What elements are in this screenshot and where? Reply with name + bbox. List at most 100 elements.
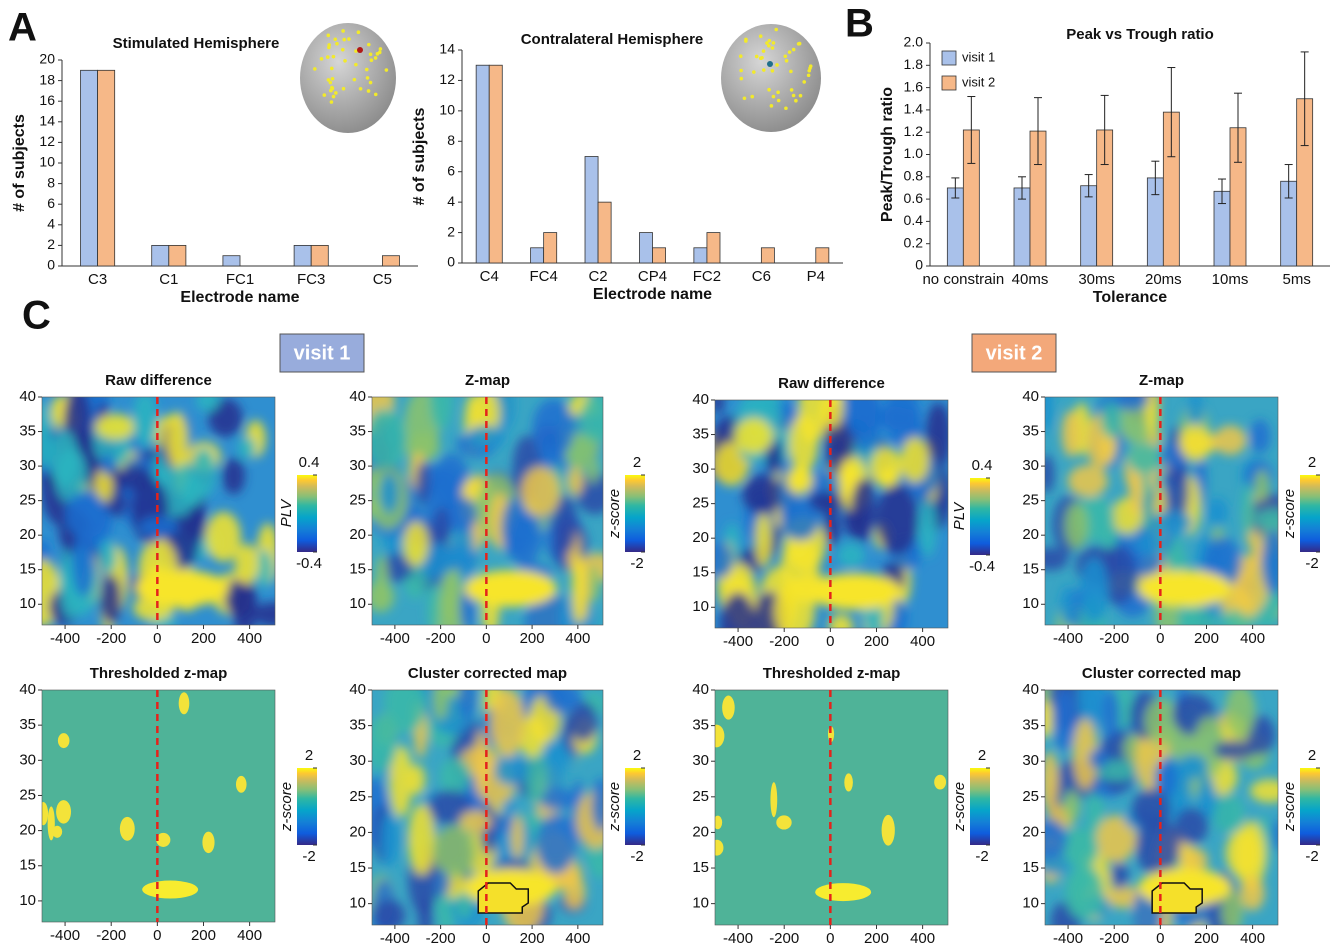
y-tick-label: 15 bbox=[349, 561, 366, 578]
chart-title: Thresholded z-map bbox=[763, 665, 901, 682]
electrode bbox=[323, 93, 327, 97]
y-tick-label: 12 bbox=[39, 133, 55, 149]
colorbar-label: z-score bbox=[606, 782, 623, 832]
electrode bbox=[762, 68, 766, 72]
x-tick-label: 0 bbox=[153, 630, 161, 647]
bar bbox=[1081, 186, 1097, 266]
electrode bbox=[788, 50, 792, 54]
blob bbox=[1127, 442, 1163, 474]
electrode bbox=[792, 48, 796, 52]
blob bbox=[236, 776, 247, 793]
x-tick-label: 400 bbox=[1240, 930, 1265, 946]
electrode bbox=[367, 89, 371, 93]
electrode bbox=[776, 90, 780, 94]
electrode bbox=[772, 95, 776, 99]
x-tick-label: 0 bbox=[826, 633, 834, 650]
x-tick-label: P4 bbox=[807, 268, 825, 285]
electrode bbox=[774, 28, 778, 32]
blob bbox=[448, 496, 477, 532]
electrode bbox=[341, 29, 345, 33]
blob bbox=[440, 758, 471, 795]
x-tick-label: C2 bbox=[588, 268, 607, 285]
heatmap-texture bbox=[1032, 362, 1297, 651]
y-tick-label: 1.4 bbox=[904, 101, 924, 117]
y-tick-label: 2 bbox=[47, 236, 55, 252]
electrode bbox=[369, 81, 373, 85]
panel-label: A bbox=[8, 6, 37, 50]
blob bbox=[1110, 862, 1128, 889]
electrode bbox=[752, 70, 756, 74]
bar bbox=[585, 157, 598, 264]
blob bbox=[1240, 876, 1264, 911]
y-tick-label: 35 bbox=[349, 423, 366, 440]
electrode bbox=[762, 49, 766, 53]
x-tick-label: no constrain bbox=[922, 271, 1004, 288]
x-tick-label: 40ms bbox=[1012, 271, 1049, 288]
electrode bbox=[802, 80, 806, 84]
x-tick-label: 200 bbox=[191, 927, 216, 944]
y-tick-label: 40 bbox=[692, 681, 709, 698]
y-tick-label: 20 bbox=[1022, 823, 1039, 840]
electrode bbox=[367, 43, 371, 47]
electrode-target bbox=[767, 61, 773, 67]
heatmap-texture bbox=[350, 371, 617, 660]
y-tick-label: 0 bbox=[447, 254, 455, 270]
colorbar-label: z-score bbox=[1281, 782, 1298, 832]
colorbar bbox=[297, 768, 317, 845]
x-tick-label: C1 bbox=[159, 271, 178, 288]
electrode bbox=[342, 38, 346, 42]
colorbar-tick-label: 2 bbox=[1308, 454, 1316, 471]
y-tick-label: 40 bbox=[19, 388, 36, 405]
blob bbox=[709, 725, 725, 748]
blob bbox=[1039, 455, 1054, 493]
y-tick-label: 10 bbox=[349, 595, 366, 612]
blob bbox=[167, 412, 188, 468]
electrode-target bbox=[357, 47, 363, 53]
blob bbox=[432, 676, 447, 720]
blob bbox=[72, 530, 95, 597]
chart-title: Peak vs Trough ratio bbox=[1066, 26, 1214, 43]
y-tick-label: 15 bbox=[19, 561, 36, 578]
blob bbox=[742, 474, 783, 514]
electrode bbox=[775, 63, 779, 67]
x-tick-label: -200 bbox=[426, 930, 456, 946]
y-tick-label: 25 bbox=[19, 492, 36, 509]
blob bbox=[379, 473, 398, 513]
y-tick-label: 35 bbox=[19, 716, 36, 733]
blob bbox=[1138, 570, 1231, 606]
y-tick-label: 25 bbox=[1022, 788, 1039, 805]
y-tick-label: 25 bbox=[349, 492, 366, 509]
bar bbox=[947, 188, 963, 266]
colorbar-tick-label: -0.4 bbox=[296, 555, 322, 572]
blob bbox=[237, 437, 256, 459]
blob bbox=[870, 447, 902, 487]
blob bbox=[101, 575, 122, 625]
blob bbox=[581, 393, 613, 442]
x-axis-label: Electrode name bbox=[593, 286, 712, 303]
blob bbox=[432, 826, 476, 878]
blob bbox=[1212, 794, 1244, 833]
y-tick-label: 30 bbox=[349, 752, 366, 769]
y-tick-label: 1.2 bbox=[904, 123, 924, 139]
chart-title: Z-map bbox=[465, 372, 510, 389]
x-tick-label: FC1 bbox=[226, 271, 254, 288]
blob bbox=[1060, 586, 1075, 627]
blob bbox=[786, 467, 813, 495]
electrode bbox=[374, 56, 378, 60]
y-tick-label: 20 bbox=[39, 51, 55, 67]
electrode bbox=[341, 48, 345, 52]
colorbar-tick-label: -2 bbox=[630, 555, 643, 572]
electrode bbox=[739, 54, 743, 58]
page: A B C visit 1 visit 2 Stimulated Hemisph… bbox=[0, 0, 1337, 946]
y-tick-label: 10 bbox=[439, 102, 455, 118]
blob bbox=[196, 389, 219, 411]
blob bbox=[142, 881, 198, 899]
blob bbox=[224, 578, 254, 618]
electrode bbox=[739, 69, 743, 73]
x-tick-label: C5 bbox=[373, 271, 392, 288]
electrode bbox=[334, 91, 338, 95]
figure: A B C visit 1 visit 2 Stimulated Hemisph… bbox=[0, 0, 1337, 946]
blob bbox=[776, 815, 791, 829]
x-tick-label: 400 bbox=[237, 630, 262, 647]
blob bbox=[1066, 830, 1099, 869]
